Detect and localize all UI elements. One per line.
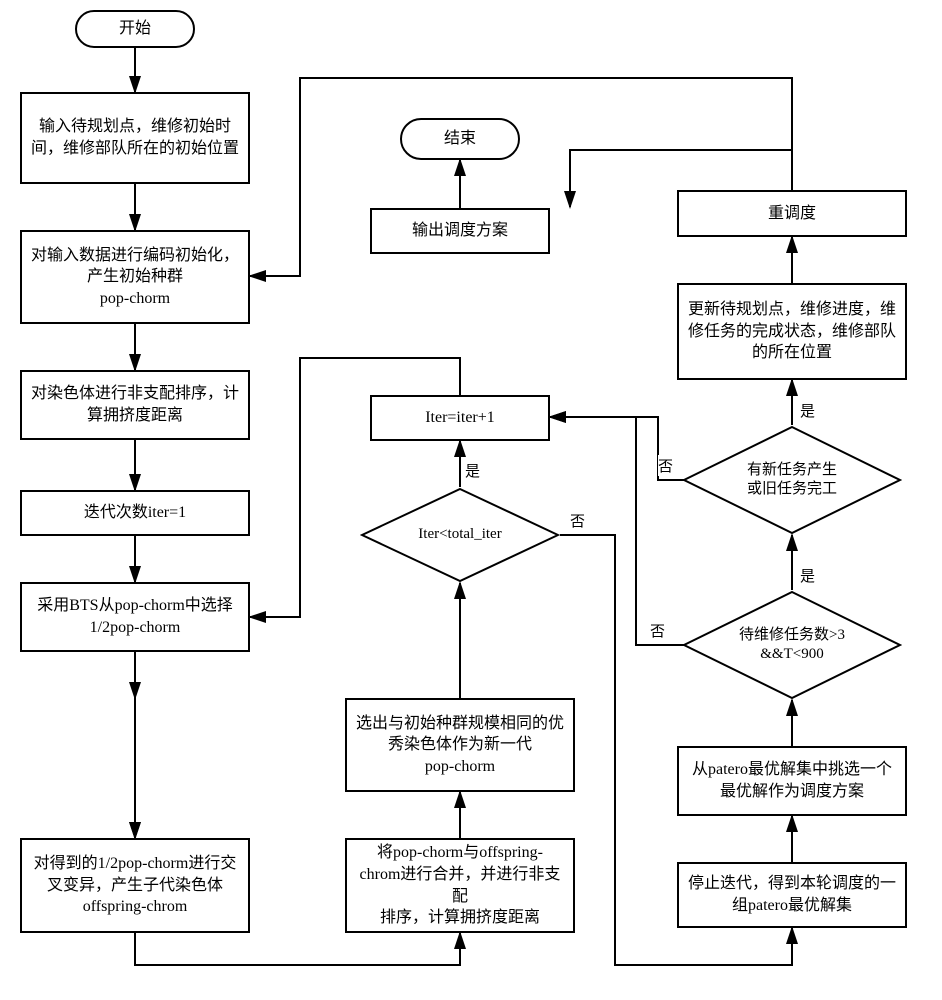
decision-iter: Iter<total_iter [360,487,560,583]
node-bts-label: 采用BTS从pop-chorm中选择 1/2pop-chorm [37,595,233,638]
node-stop: 停止迭代，得到本轮调度的一 组patero最优解集 [677,862,907,928]
end-label: 结束 [444,128,476,150]
node-cross: 对得到的1/2pop-chorm进行交 叉变异，产生子代染色体 offsprin… [20,838,250,933]
node-stop-label: 停止迭代，得到本轮调度的一 组patero最优解集 [688,873,896,916]
node-iter1-label: 迭代次数iter=1 [84,502,186,524]
label-pend-no: 否 [650,620,665,641]
node-output: 输出调度方案 [370,208,550,254]
start-label: 开始 [119,18,151,40]
decision-pending: 待维修任务数>3 &&T<900 [682,590,902,700]
node-pick: 从patero最优解集中挑选一个 最优解作为调度方案 [677,746,907,816]
node-bts: 采用BTS从pop-chorm中选择 1/2pop-chorm [20,582,250,652]
node-resched: 重调度 [677,190,907,237]
node-select-label: 选出与初始种群规模相同的优 秀染色体作为新一代 pop-chorm [356,713,564,778]
node-iterinc: Iter=iter+1 [370,395,550,441]
decision-pending-label: 待维修任务数>3 &&T<900 [739,626,845,665]
label-new-yes: 是 [800,400,815,421]
node-input: 输入待规划点，维修初始时 间，维修部队所在的初始位置 [20,92,250,184]
node-update: 更新待规划点，维修进度，维 修任务的完成状态，维修部队 的所在位置 [677,283,907,380]
start-terminator: 开始 [75,10,195,48]
node-sort-label: 对染色体进行非支配排序，计 算拥挤度距离 [31,383,239,426]
node-iter1: 迭代次数iter=1 [20,490,250,536]
node-output-label: 输出调度方案 [412,220,508,242]
node-sort: 对染色体进行非支配排序，计 算拥挤度距离 [20,370,250,440]
decision-iter-label: Iter<total_iter [418,525,501,545]
node-update-label: 更新待规划点，维修进度，维 修任务的完成状态，维修部队 的所在位置 [688,299,896,364]
node-merge-label: 将pop-chorm与offspring- chrom进行合并，并进行非支配 排… [355,842,565,928]
node-merge: 将pop-chorm与offspring- chrom进行合并，并进行非支配 排… [345,838,575,933]
decision-newtask-label: 有新任务产生 或旧任务完工 [747,461,837,500]
label-new-no: 否 [658,455,673,476]
end-terminator: 结束 [400,118,520,160]
node-input-label: 输入待规划点，维修初始时 间，维修部队所在的初始位置 [31,116,239,159]
node-encode-label: 对输入数据进行编码初始化， 产生初始种群 pop-chorm [31,245,239,310]
node-encode: 对输入数据进行编码初始化， 产生初始种群 pop-chorm [20,230,250,324]
node-pick-label: 从patero最优解集中挑选一个 最优解作为调度方案 [692,759,892,802]
node-resched-label: 重调度 [768,203,816,225]
node-iterinc-label: Iter=iter+1 [425,407,495,429]
label-pend-yes: 是 [800,565,815,586]
node-cross-label: 对得到的1/2pop-chorm进行交 叉变异，产生子代染色体 offsprin… [34,853,237,918]
decision-newtask: 有新任务产生 或旧任务完工 [682,425,902,535]
node-select: 选出与初始种群规模相同的优 秀染色体作为新一代 pop-chorm [345,698,575,792]
label-iter-yes: 是 [465,460,480,481]
label-iter-no: 否 [570,510,585,531]
